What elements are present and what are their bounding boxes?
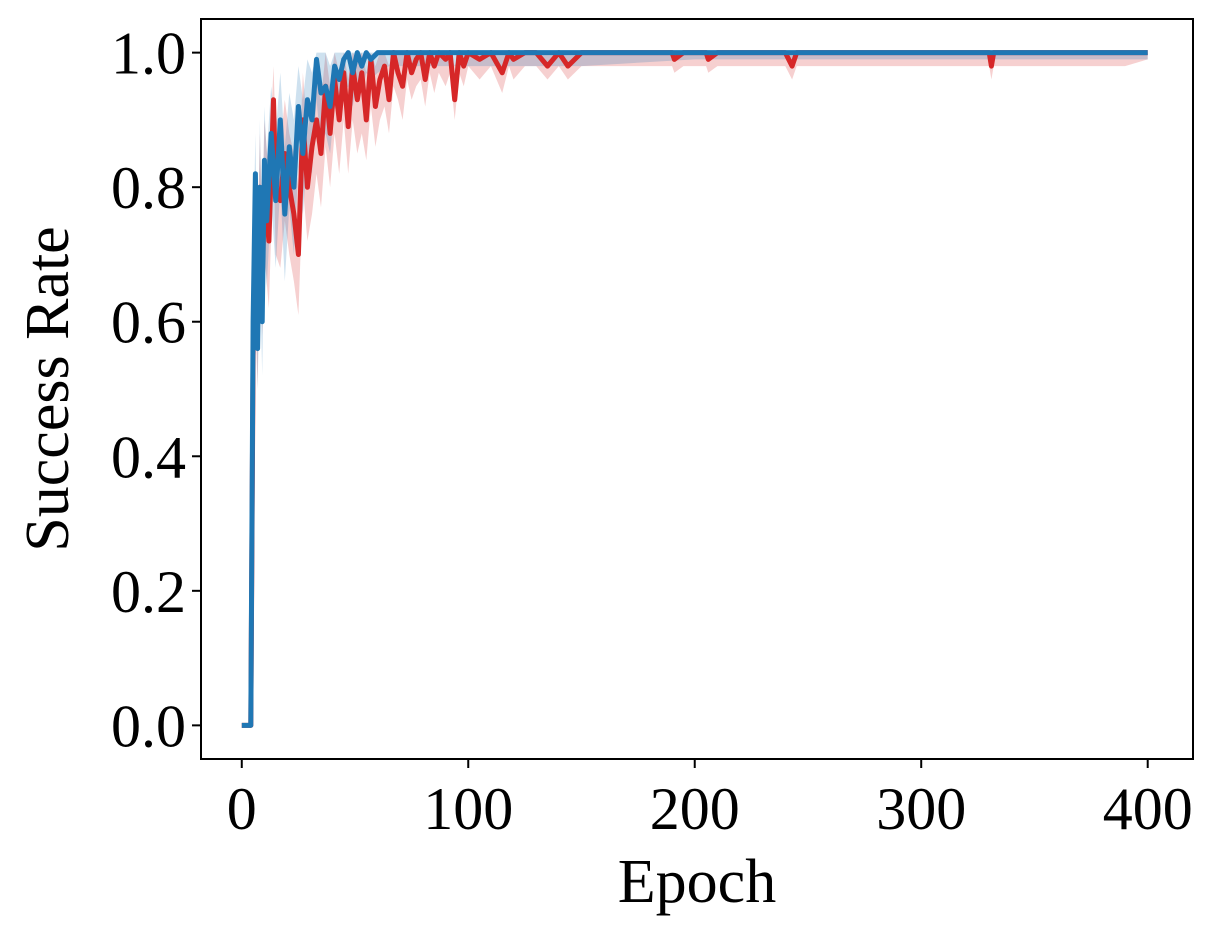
x-tick-label: 100 [423,776,513,842]
y-tick-label: 1.0 [111,21,186,87]
y-axis-title: Success Rate [14,226,82,551]
y-tick-label: 0.6 [111,290,186,356]
y-tick-label: 0.4 [111,424,186,490]
y-tick-label: 0.0 [111,693,186,759]
plot-frame [200,18,1194,760]
x-tick-label: 0 [227,776,257,842]
x-tick-label: 300 [876,776,966,842]
y-axis-ticks: 0.0 0.2 0.4 0.6 0.8 1.0 [111,21,201,759]
y-tick-label: 0.2 [111,559,186,625]
x-axis-ticks: 0 100 200 300 400 [227,759,1193,842]
series-2-band [241,52,1148,726]
x-tick-label: 200 [650,776,740,842]
y-tick-label: 0.8 [111,155,186,221]
x-axis-title: Epoch [618,848,776,916]
series-2-line [241,50,1148,728]
series-lines [241,50,1148,728]
series-1-band [241,52,1148,726]
series-1-line [241,50,1148,728]
confidence-bands [241,52,1148,726]
x-tick-label: 400 [1103,776,1193,842]
